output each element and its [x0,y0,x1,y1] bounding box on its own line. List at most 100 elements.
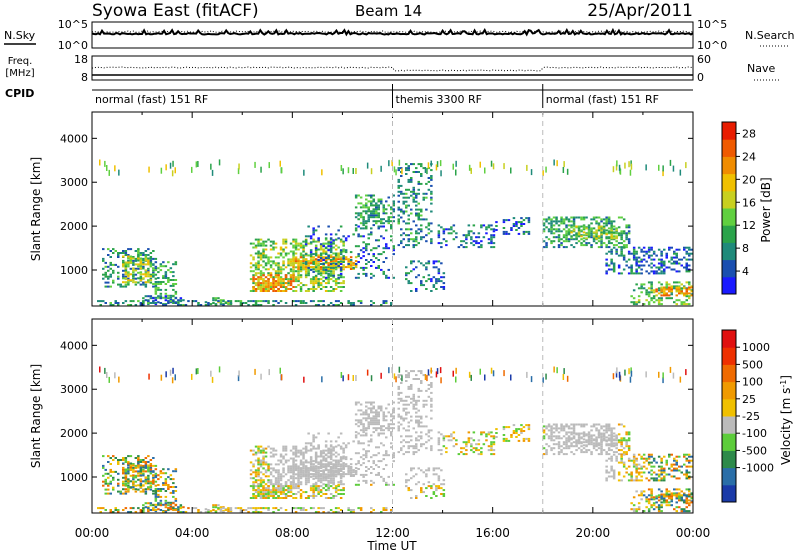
power-cell [670,286,673,289]
velocity-cell [410,370,413,373]
power-cell [147,271,150,274]
power-cell [277,288,280,290]
power-cell [134,304,138,306]
power-cell [683,246,686,249]
velocity-cell [515,428,518,431]
velocity-cell [282,485,285,488]
velocity-cell [425,473,428,476]
power-cell [157,301,160,304]
velocity-cell [147,464,150,467]
power-cell [139,271,143,274]
velocity-cell [487,445,491,448]
noise-panel-frame [91,21,694,49]
power-cell [254,244,258,247]
power-cell [597,216,601,219]
velocity-cell [134,480,138,483]
power-cell [480,244,483,247]
power-cell [495,221,498,224]
velocity-cell [292,459,295,462]
velocity-cell [412,451,415,454]
velocity-cell [397,374,400,377]
velocity-cell [587,440,591,443]
power-cell [590,218,593,221]
power-cell [284,302,288,304]
power-cell [629,169,632,176]
velocity-cell [467,437,471,440]
velocity-cell [277,495,280,497]
power-cell [252,278,255,281]
power-cell [272,262,275,265]
power-cell [142,300,145,303]
velocity-cell [337,459,340,462]
velocity-cell [370,409,373,412]
velocity-cell [592,425,596,428]
power-cell [329,245,333,248]
power-cell [274,246,278,249]
velocity-cell [144,492,148,495]
velocity-cell [292,457,295,460]
power-cell [302,262,305,265]
velocity-cell [339,489,343,492]
velocity-cell [254,489,258,492]
power-cell [252,286,255,288]
power-cell [257,266,260,269]
velocity-cell [339,456,343,459]
power-cell [227,300,230,303]
power-cell [142,302,145,304]
power-cell [398,159,401,166]
velocity-cell [635,457,638,460]
power-cell [663,272,666,275]
velocity-cell [319,450,323,453]
power-cell [600,238,603,241]
power-cell [382,225,385,228]
velocity-cell [292,469,295,472]
velocity-cell [104,492,107,495]
velocity-cell [575,432,578,435]
power-cell [279,252,283,255]
velocity-cell [164,482,168,485]
power-cell [592,237,596,240]
power-cell [304,258,308,261]
power-cell [610,248,613,251]
velocity-cell [329,454,333,457]
velocity-cell [660,473,663,476]
power-cell [642,303,646,306]
velocity-cell [400,397,403,400]
velocity-cell [307,475,310,478]
velocity-cell [154,495,158,498]
power-cell [334,248,338,251]
power-cell [254,304,258,306]
velocity-cell [139,474,143,477]
power-cell [267,238,270,241]
power-cell [164,273,168,276]
velocity-cell [272,447,275,450]
velocity-cell [465,453,468,456]
power-cell [375,214,378,217]
power-cell [319,268,323,270]
date-title: 25/Apr/2011 [587,1,693,21]
velocity-cell [354,467,358,470]
power-cell [279,278,283,281]
power-cell [124,271,128,274]
power-cell [415,212,418,215]
velocity-cell [387,483,390,486]
velocity-cell [312,434,315,437]
power-cell [572,224,576,227]
power-cell [312,268,315,271]
power-cell [505,230,508,233]
power-cell [165,164,167,171]
power-cell [412,246,415,249]
velocity-cell [359,456,363,459]
power-cell [292,240,295,243]
velocity-cell [329,467,333,470]
power-cell [462,240,466,243]
velocity-cell [307,497,310,499]
power-cell [359,302,363,304]
power-cell [452,163,454,170]
velocity-cell [405,413,408,416]
velocity-cell [332,471,335,474]
power-cell [122,255,125,258]
power-cell [347,260,350,263]
velocity-cell [297,451,300,454]
